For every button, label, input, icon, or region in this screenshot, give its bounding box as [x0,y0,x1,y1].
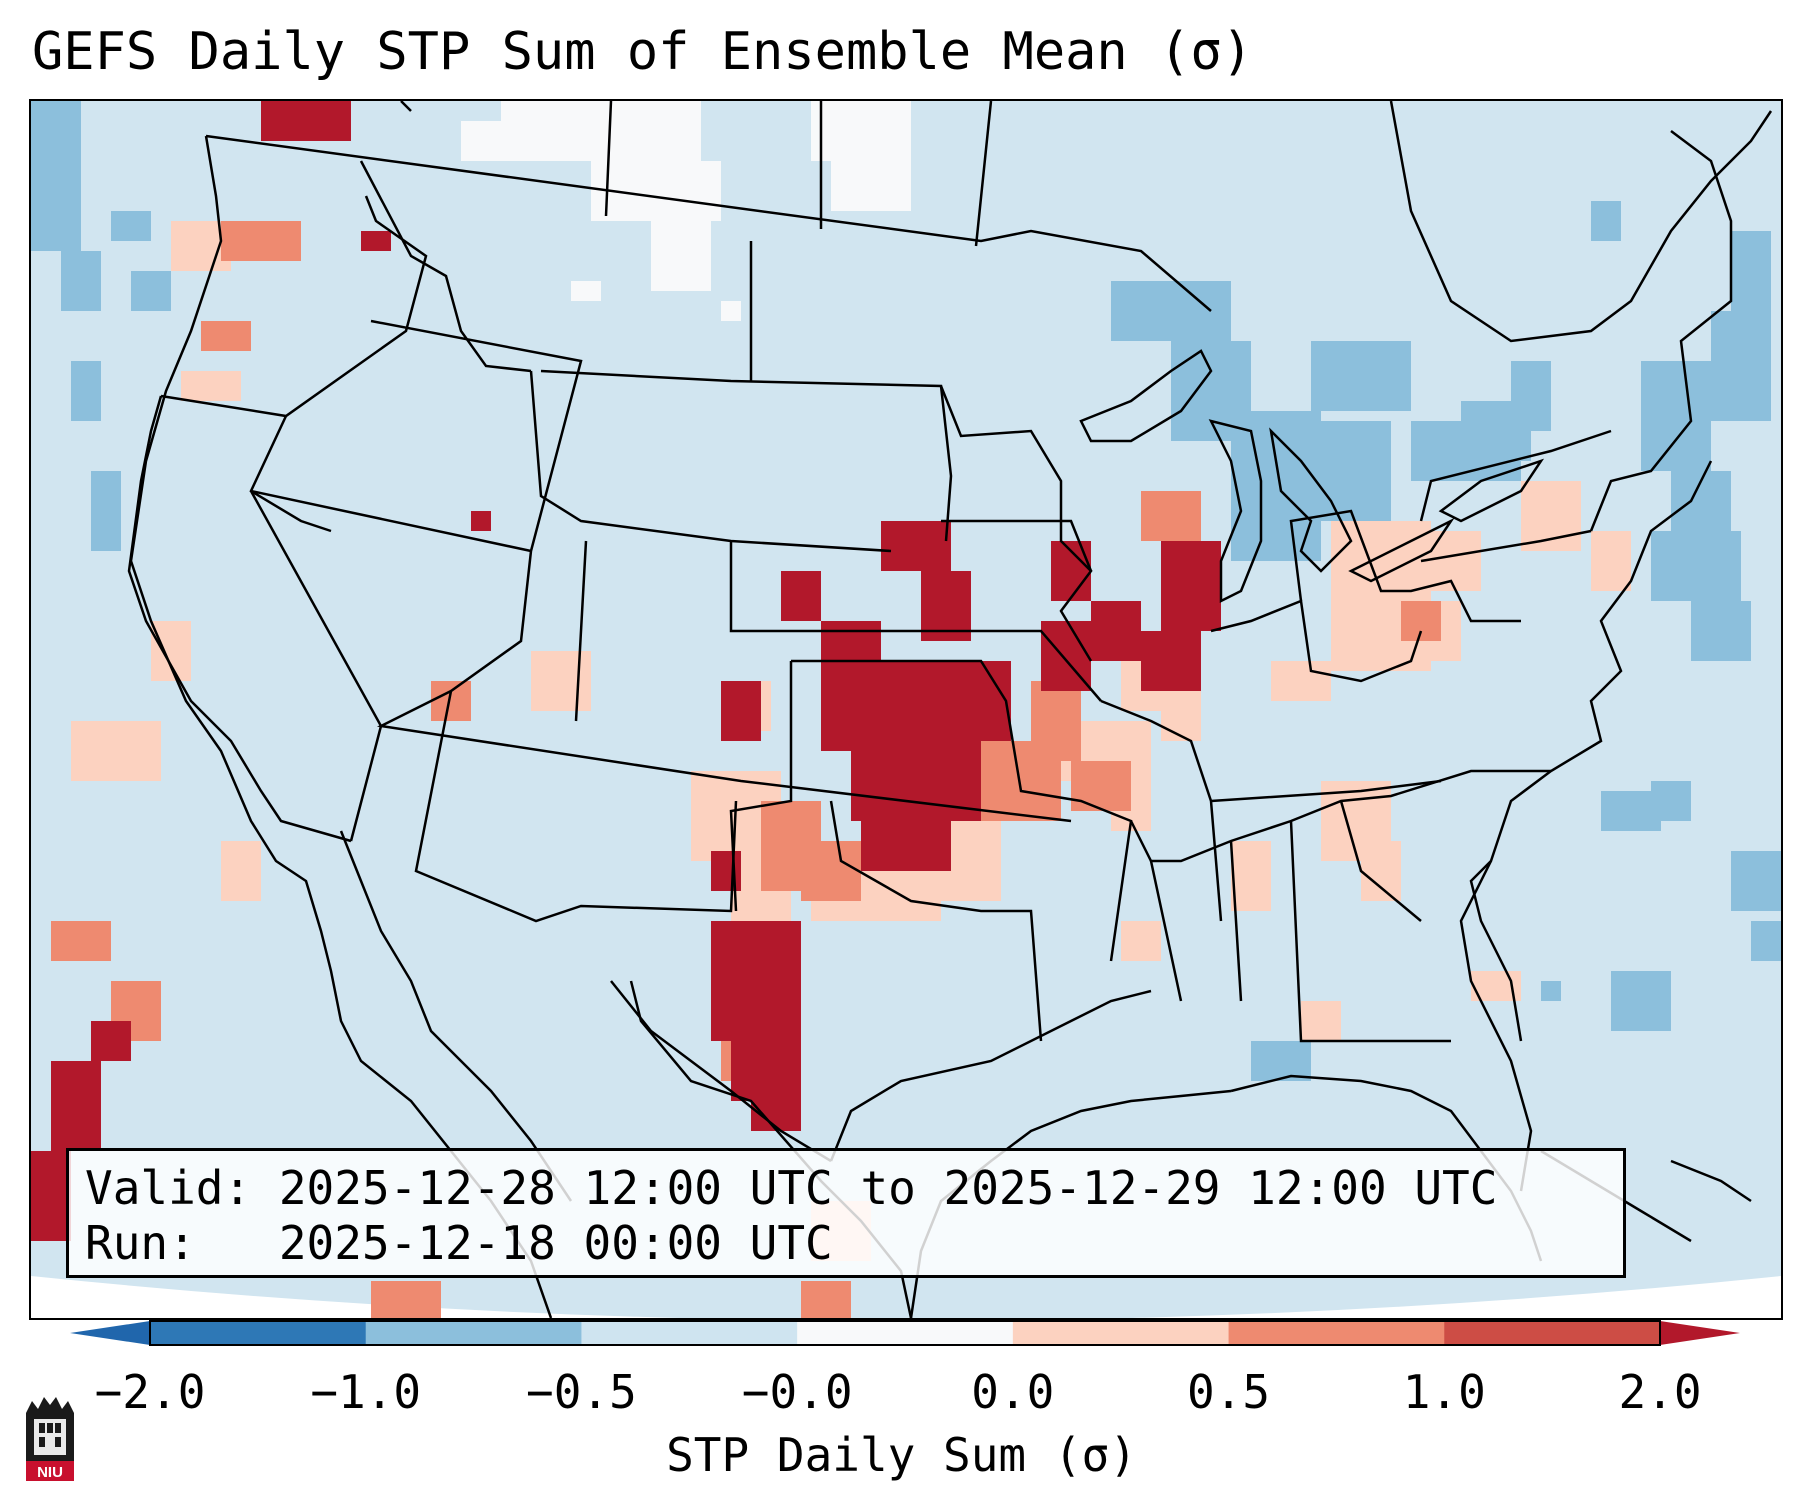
chart-title: GEFS Daily STP Sum of Ensemble Mean (σ) [32,22,1253,82]
colorbar-label: STP Daily Sum (σ) [666,1428,1137,1482]
colorbar-tick-label: −0.0 [741,1365,853,1419]
colorbar-tick-label: −0.5 [526,1365,637,1419]
colorbar-extend-low [70,1321,150,1345]
niu-logo: NIU [26,1397,74,1481]
colorbar-segment [581,1321,798,1345]
colorbar [70,1320,1740,1346]
colorbar-segment [1228,1321,1445,1345]
colorbar-tick-label: −2.0 [94,1365,206,1419]
colorbar-segment [150,1321,367,1345]
coastlines [129,135,1713,1318]
colorbar-segment [797,1321,1014,1345]
valid-run-info-box: Valid: 2025-12-28 12:00 UTC to 2025-12-2… [66,1148,1626,1278]
colorbar-tick-label: 0.5 [1187,1365,1271,1419]
logo-text: NIU [37,1464,63,1481]
valid-time-line: Valid: 2025-12-28 12:00 UTC to 2025-12-2… [85,1161,1498,1215]
colorbar-outline [149,1320,1661,1346]
map-panel [29,99,1783,1320]
colorbar-tick-label: −1.0 [310,1365,422,1419]
strong-positive-areas [31,101,1221,1241]
colorbar-segment [1012,1321,1230,1345]
colorbar-segment [1444,1321,1661,1345]
great-lakes [1079,349,1545,604]
colorbar-extend-high [1660,1321,1740,1345]
colorbar-segment [365,1321,582,1345]
run-time-line: Run: 2025-12-18 00:00 UTC [85,1216,833,1270]
colorbar-tick-label: 0.0 [971,1365,1055,1419]
state-boundaries [127,101,1773,1163]
map-svg [31,101,1781,1318]
negative-anomaly-areas [31,101,1781,1081]
colorbar-tick-label: 2.0 [1618,1365,1702,1419]
colorbar-tick-label: 1.0 [1402,1365,1486,1419]
colorbar-segments [150,1321,1661,1345]
